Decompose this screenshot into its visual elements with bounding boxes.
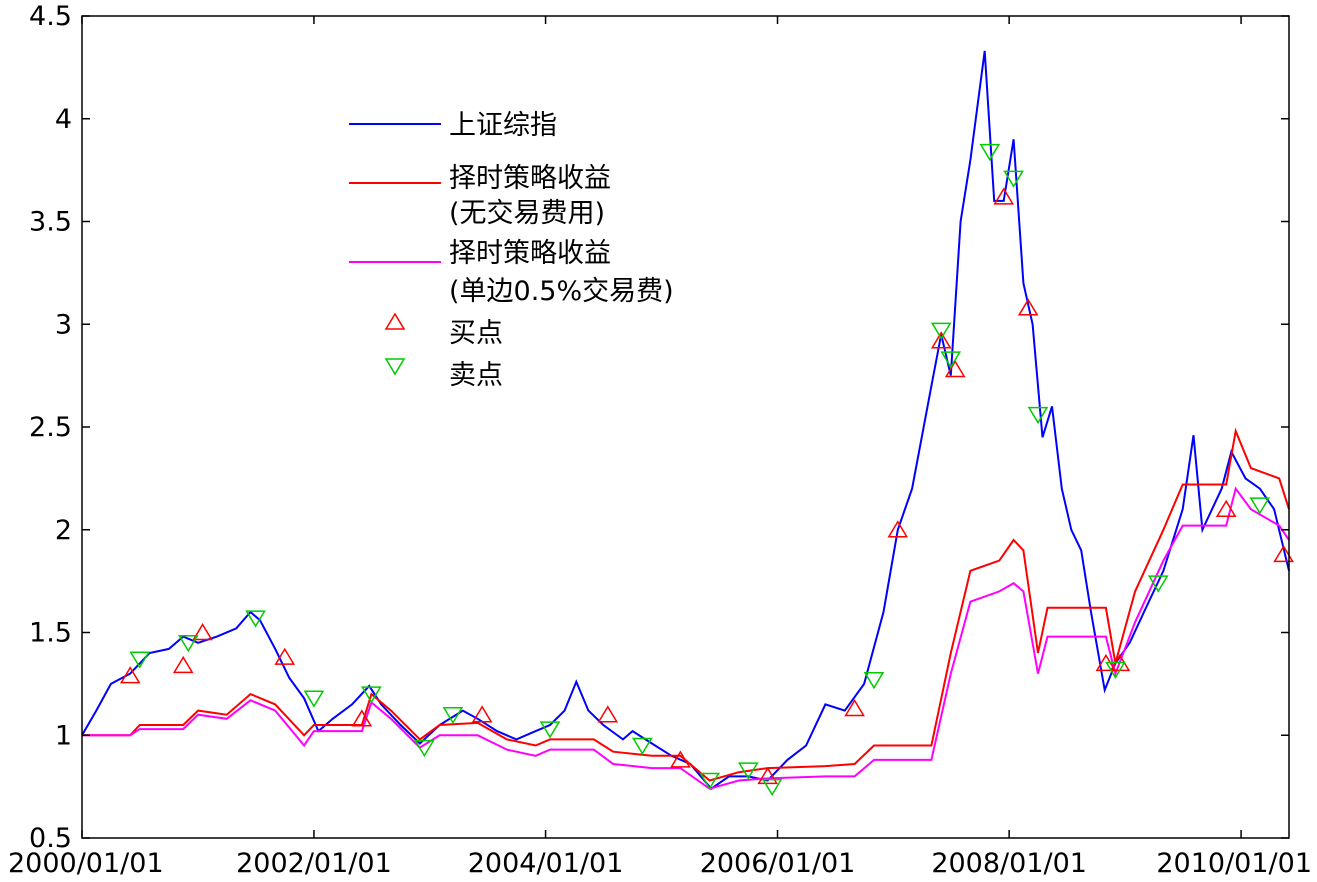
sell-marker (930, 322, 952, 340)
legend-entry-buy: 买点 (384, 312, 503, 349)
sell-marker (303, 690, 325, 708)
legend-label: 买点 (449, 318, 503, 349)
y-tick-label: 0.5 (29, 823, 72, 854)
x-tick-label: 2008/01/01 (931, 848, 1087, 879)
buy-marker (844, 699, 865, 717)
legend-label: 择时策略收益 (449, 163, 611, 194)
sell-marker (1003, 170, 1024, 188)
y-tick-label: 1 (55, 720, 72, 751)
buy-marker (670, 750, 691, 768)
sell-marker (979, 143, 1001, 162)
buy-marker (993, 187, 1015, 205)
sell-marker (177, 635, 199, 653)
buy-marker (274, 647, 296, 665)
sell-marker (442, 706, 464, 725)
buy-marker (757, 766, 779, 785)
marker-layer (119, 143, 1294, 797)
x-axis: 2000/01/01 2002/01/01 2004/01/01 2006/01/01… (8, 16, 1312, 879)
buy-marker (1273, 544, 1294, 563)
legend-label: 上证综指 (449, 110, 557, 141)
x-tick-label: 2002/01/01 (236, 848, 392, 879)
legend-swatch (384, 312, 406, 330)
sell-marker (761, 778, 783, 797)
sell-marker (863, 672, 885, 690)
buy-marker (944, 360, 966, 378)
x-tick-label: 2000/01/01 (8, 848, 164, 879)
sell-marker (699, 772, 720, 790)
legend-entry-sell: 卖点 (384, 358, 503, 391)
buy-marker (930, 331, 952, 349)
y-tick-label: 4 (55, 104, 72, 135)
y-tick-label: 3.5 (29, 207, 72, 238)
legend-entry-index: 上证综指 (349, 110, 557, 141)
legend-swatch (384, 358, 406, 376)
series-line-strategy (82, 427, 1290, 782)
legend-entry-strategy_fee: 择时策略收益 (单边0.5%交易费) (349, 238, 674, 307)
buy-marker (119, 666, 141, 684)
sell-marker (129, 651, 151, 669)
buy-marker (172, 655, 194, 674)
legend-label: 卖点 (449, 360, 503, 391)
buy-marker (471, 705, 493, 723)
sell-marker (361, 686, 382, 704)
sell-marker (414, 739, 435, 758)
y-tick-label: 3 (55, 309, 72, 340)
buy-marker (1215, 499, 1237, 517)
buy-marker (887, 520, 909, 538)
y-tick-label: 2.5 (29, 412, 72, 443)
buy-marker (192, 623, 213, 641)
legend-label: (无交易费用) (449, 198, 605, 229)
buy-marker (597, 705, 619, 723)
legend-label: (单边0.5%交易费) (449, 276, 674, 307)
legend-entry-strategy: 择时策略收益 (无交易费用) (349, 163, 611, 229)
sell-marker (738, 762, 759, 780)
x-tick-label: 2010/01/01 (1156, 848, 1312, 879)
x-tick-label: 2004/01/01 (468, 848, 624, 879)
sell-marker (245, 610, 266, 628)
y-tick-label: 4.5 (29, 1, 72, 32)
legend-label: 择时策略收益 (449, 238, 611, 269)
buy-marker (351, 709, 373, 727)
sell-marker (1105, 661, 1126, 679)
sell-marker (940, 351, 962, 369)
plot-area (82, 16, 1289, 838)
y-axis: 0.5 1 1.5 2 2.5 3 3.5 4 4.5 (29, 1, 1289, 854)
y-tick-label: 2 (55, 515, 72, 546)
y-tick-label: 1.5 (29, 618, 72, 649)
sell-marker (1147, 575, 1169, 593)
sell-marker (632, 737, 653, 755)
buy-marker (1017, 298, 1039, 316)
sell-marker (539, 721, 561, 739)
sell-marker (1027, 406, 1049, 425)
x-tick-label: 2006/01/01 (700, 848, 856, 879)
sell-marker (1249, 497, 1271, 515)
